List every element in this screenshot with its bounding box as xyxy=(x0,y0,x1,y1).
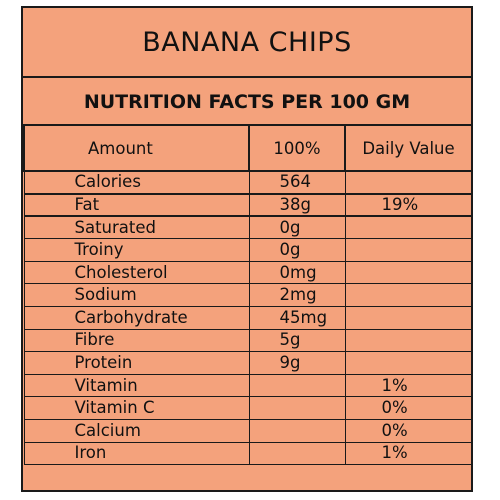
nutrient-daily-value xyxy=(344,260,473,285)
table-row: Fat 38g 19% xyxy=(23,192,473,218)
table-row: Sodium 2mg xyxy=(23,283,473,308)
header-amount: Amount xyxy=(23,124,250,172)
nutrient-name: Vitamin xyxy=(23,373,250,398)
nutrient-daily-value: 1% xyxy=(344,441,473,466)
nutrition-subtitle: NUTRITION FACTS PER 100 GM xyxy=(23,76,471,126)
nutrient-amount: 0mg xyxy=(248,260,346,285)
nutrient-name: Sodium xyxy=(23,283,250,308)
nutrient-daily-value: 19% xyxy=(344,192,473,218)
table-row: Cholesterol 0mg xyxy=(23,260,473,285)
nutrient-daily-value: 0% xyxy=(344,419,473,443)
nutrient-name: Fat xyxy=(23,192,250,218)
table-row: Iron 1% xyxy=(23,441,473,466)
nutrient-name: Iron xyxy=(23,441,250,466)
table-row: Saturated 0g xyxy=(23,215,473,240)
nutrient-daily-value xyxy=(344,170,473,195)
header-100-percent: 100% xyxy=(248,124,346,172)
nutrient-amount: 5g xyxy=(248,328,346,353)
nutrient-name: Troiny xyxy=(23,238,250,262)
nutrient-name: Cholesterol xyxy=(23,260,250,285)
nutrition-label: BANANA CHIPS NUTRITION FACTS PER 100 GM … xyxy=(21,6,473,492)
nutrient-amount: 564 xyxy=(248,170,346,195)
table-row: Troiny 0g xyxy=(23,238,473,262)
nutrient-amount xyxy=(248,373,346,398)
nutrient-daily-value xyxy=(344,351,473,375)
nutrient-amount: 0g xyxy=(248,238,346,262)
nutrient-daily-value: 1% xyxy=(344,373,473,398)
nutrient-name: Calcium xyxy=(23,419,250,443)
table-row: Calories 564 xyxy=(23,170,473,195)
nutrient-name: Saturated xyxy=(23,215,250,240)
nutrient-daily-value xyxy=(344,283,473,308)
nutrient-name: Carbohydrate xyxy=(23,306,250,330)
nutrition-table: Amount 100% Daily Value Calories 564 Fat… xyxy=(23,124,473,466)
nutrient-name: Vitamin C xyxy=(23,396,250,421)
header-daily-value: Daily Value xyxy=(344,124,473,172)
table-row: Vitamin 1% xyxy=(23,373,473,398)
nutrient-daily-value xyxy=(344,306,473,330)
table-row: Calcium 0% xyxy=(23,419,473,443)
nutrient-name: Calories xyxy=(23,170,250,195)
nutrient-daily-value xyxy=(344,238,473,262)
nutrient-amount: 9g xyxy=(248,351,346,375)
nutrient-amount: 45mg xyxy=(248,306,346,330)
table-header-row: Amount 100% Daily Value xyxy=(23,124,473,172)
nutrient-amount xyxy=(248,396,346,421)
product-title: BANANA CHIPS xyxy=(142,26,352,58)
nutrient-amount: 2mg xyxy=(248,283,346,308)
nutrient-amount: 0g xyxy=(248,215,346,240)
nutrient-name: Protein xyxy=(23,351,250,375)
nutrition-table-wrapper: Amount 100% Daily Value Calories 564 Fat… xyxy=(23,124,473,466)
table-row: Fibre 5g xyxy=(23,328,473,353)
nutrient-amount xyxy=(248,419,346,443)
nutrient-amount xyxy=(248,441,346,466)
nutrient-daily-value: 0% xyxy=(344,396,473,421)
table-row: Protein 9g xyxy=(23,351,473,375)
nutrient-amount: 38g xyxy=(248,192,346,218)
table-row: Vitamin C 0% xyxy=(23,396,473,421)
nutrient-daily-value xyxy=(344,328,473,353)
nutrient-name: Fibre xyxy=(23,328,250,353)
nutrient-daily-value xyxy=(344,215,473,240)
table-row: Carbohydrate 45mg xyxy=(23,306,473,330)
